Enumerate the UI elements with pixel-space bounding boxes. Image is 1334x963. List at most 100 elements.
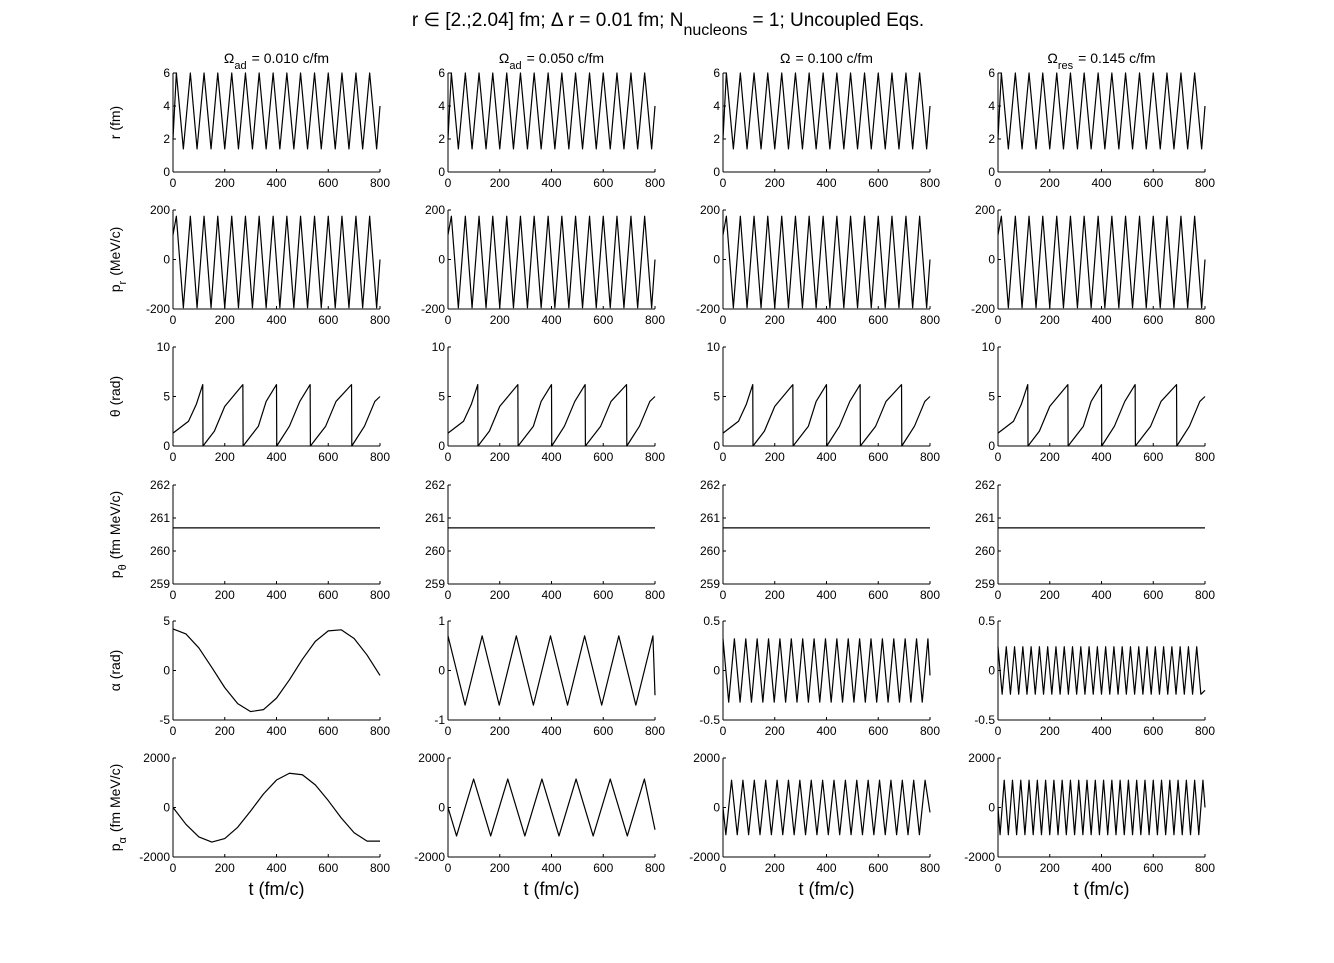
y-tick-label: 0 [988, 165, 995, 179]
data-line [172, 72, 381, 150]
data-line [447, 778, 656, 837]
y-tick-label: 200 [975, 203, 995, 217]
y-tick-label: 0 [713, 664, 720, 678]
y-tick-label: 2 [988, 132, 995, 146]
y-tick-label: 0 [988, 253, 995, 267]
y-tick-label: 260 [975, 544, 995, 558]
x-tick-label: 0 [445, 450, 452, 464]
x-tick-label: 200 [490, 176, 510, 190]
data-line [997, 384, 1206, 447]
y-axis-label-rest: (fm MeV/c) [107, 764, 123, 832]
x-tick-label: 0 [720, 450, 727, 464]
y-tick-label: -2000 [139, 850, 170, 864]
y-tick-label: 0 [713, 253, 720, 267]
x-tick-label: 0 [995, 588, 1002, 602]
data-line [172, 384, 381, 447]
x-axis-label: t (fm/c) [1074, 879, 1130, 899]
x-tick-label: 400 [266, 176, 286, 190]
x-tick-label: 800 [370, 588, 390, 602]
y-tick-label: 0 [988, 439, 995, 453]
x-tick-label: 200 [1040, 450, 1060, 464]
x-tick-label: 400 [266, 861, 286, 875]
y-axis-label-sub: θ [117, 564, 129, 570]
x-tick-label: 400 [1091, 450, 1111, 464]
x-tick-label: 400 [541, 861, 561, 875]
y-tick-label: 4 [163, 99, 170, 113]
y-axis-label: pr (MeV/c) [107, 227, 129, 292]
y-tick-label: 0 [713, 439, 720, 453]
x-tick-label: 600 [318, 450, 338, 464]
subplot-title-sub: ad [234, 60, 246, 72]
y-tick-label: 10 [982, 340, 996, 354]
x-tick-label: 200 [215, 861, 235, 875]
x-tick-label: 400 [816, 588, 836, 602]
subplot-title-main: Ω [1047, 50, 1057, 66]
x-tick-label: 200 [765, 176, 785, 190]
x-tick-label: 600 [868, 450, 888, 464]
x-tick-label: 600 [1143, 724, 1163, 738]
data-line [722, 638, 931, 703]
subplot-title-rest: = 0.050 c/fm [527, 50, 604, 66]
y-tick-label: 5 [713, 390, 720, 404]
x-tick-label: 400 [541, 450, 561, 464]
y-tick-label: 0 [438, 165, 445, 179]
x-tick-label: 400 [1091, 313, 1111, 327]
y-tick-label: -200 [696, 302, 720, 316]
y-tick-label: 10 [432, 340, 446, 354]
y-tick-label: 2000 [693, 751, 720, 765]
subplot-title-main: Ω [499, 50, 509, 66]
x-tick-label: 600 [868, 313, 888, 327]
y-tick-label: -5 [159, 713, 170, 727]
x-tick-label: 0 [170, 724, 177, 738]
x-tick-label: 200 [215, 313, 235, 327]
y-tick-label: -2000 [689, 850, 720, 864]
x-tick-label: 0 [445, 176, 452, 190]
x-tick-label: 600 [868, 176, 888, 190]
subplot-title: Ωad = 0.050 c/fm [499, 50, 604, 72]
x-tick-label: 400 [266, 450, 286, 464]
y-tick-label: 262 [975, 478, 995, 492]
data-line [447, 635, 656, 706]
x-tick-label: 200 [1040, 176, 1060, 190]
x-tick-label: 800 [920, 588, 940, 602]
y-axis-label-rest: (fm MeV/c) [107, 491, 123, 559]
y-tick-label: 262 [700, 478, 720, 492]
x-tick-label: 400 [541, 176, 561, 190]
x-tick-label: 0 [170, 450, 177, 464]
x-tick-label: 200 [215, 724, 235, 738]
y-tick-label: -200 [421, 302, 445, 316]
x-tick-label: 800 [645, 176, 665, 190]
x-tick-label: 400 [1091, 176, 1111, 190]
y-tick-label: 2 [163, 132, 170, 146]
x-tick-label: 0 [445, 861, 452, 875]
subplot-title-rest: = 0.010 c/fm [252, 50, 329, 66]
figure-title-sub: nucleons [683, 22, 747, 39]
x-tick-label: 600 [593, 724, 613, 738]
x-tick-label: 200 [765, 450, 785, 464]
y-tick-label: 5 [988, 390, 995, 404]
x-tick-label: 200 [490, 861, 510, 875]
y-tick-label: 261 [975, 511, 995, 525]
y-tick-label: 200 [425, 203, 445, 217]
x-tick-label: 0 [170, 588, 177, 602]
x-tick-label: 400 [266, 313, 286, 327]
x-tick-label: 200 [490, 724, 510, 738]
y-tick-label: 261 [425, 511, 445, 525]
y-tick-label: 10 [707, 340, 721, 354]
y-tick-label: 6 [713, 66, 720, 80]
subplot-title-sub: res [1058, 60, 1074, 72]
y-tick-label: 0 [988, 664, 995, 678]
x-tick-label: 200 [215, 588, 235, 602]
data-line [997, 215, 1206, 309]
x-tick-label: 0 [995, 313, 1002, 327]
x-tick-label: 800 [370, 176, 390, 190]
subplot-title: Ω = 0.100 c/fm [780, 50, 873, 66]
y-tick-label: 6 [438, 66, 445, 80]
x-tick-label: 400 [1091, 861, 1111, 875]
x-tick-label: 600 [593, 176, 613, 190]
subplot-title-main: Ω [224, 50, 234, 66]
data-line [997, 646, 1206, 695]
subplot-title-sub: ad [509, 60, 521, 72]
x-tick-label: 400 [266, 724, 286, 738]
